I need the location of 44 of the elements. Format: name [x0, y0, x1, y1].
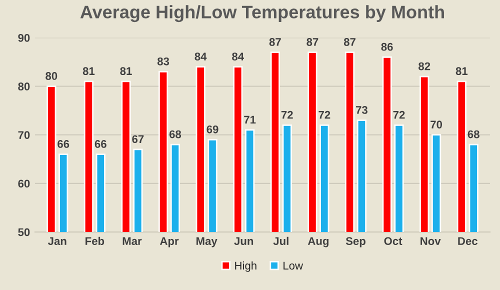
data-label: 72: [393, 110, 405, 119]
x-tick-label: Jan: [48, 237, 66, 246]
data-label: 86: [381, 42, 393, 51]
x-tick-label: Oct: [384, 237, 402, 246]
data-label: 72: [318, 110, 330, 119]
x-tick-label: Dec: [458, 237, 478, 246]
data-label: 81: [120, 67, 132, 76]
data-label: 84: [194, 52, 207, 60]
data-label: 83: [157, 57, 170, 66]
x-tick-label: Sep: [346, 237, 366, 248]
data-label: 68: [468, 130, 480, 138]
data-label: 81: [456, 67, 468, 76]
data-label: 81: [82, 67, 95, 76]
data-label: 72: [281, 110, 293, 119]
data-label: 82: [418, 62, 430, 70]
data-label: 71: [244, 116, 256, 124]
data-label: 69: [206, 125, 218, 134]
data-label: 66: [58, 140, 70, 148]
y-tick-label: 60: [18, 180, 30, 188]
data-label: 70: [430, 120, 442, 128]
data-label: 84: [232, 52, 244, 60]
legend-label: High: [235, 261, 256, 272]
data-label: 87: [344, 38, 356, 46]
data-label: 73: [356, 106, 368, 114]
data-label: 68: [169, 130, 182, 138]
x-tick-label: Jun: [234, 237, 254, 246]
x-tick-label: Jul: [273, 236, 288, 246]
y-tick-label: 70: [18, 131, 30, 139]
x-tick-label: Mar: [122, 237, 142, 246]
data-label: 87: [269, 38, 281, 46]
y-tick-label: 90: [18, 34, 30, 42]
x-tick-label: Aug: [308, 237, 328, 248]
data-label: 80: [46, 72, 58, 80]
x-tick-label: Apr: [160, 237, 179, 248]
data-label: 66: [94, 140, 106, 148]
legend-label: Low: [284, 262, 304, 270]
x-tick-label: Feb: [86, 236, 104, 246]
chart-title: Average High/Low Temperatures by Month: [80, 5, 444, 22]
x-tick-label: Nov: [420, 237, 441, 246]
y-tick-label: 80: [18, 82, 30, 90]
y-tick-label: 50: [18, 228, 30, 236]
x-tick-label: May: [196, 237, 218, 248]
data-label: 67: [132, 135, 144, 144]
data-label: 87: [306, 38, 318, 46]
